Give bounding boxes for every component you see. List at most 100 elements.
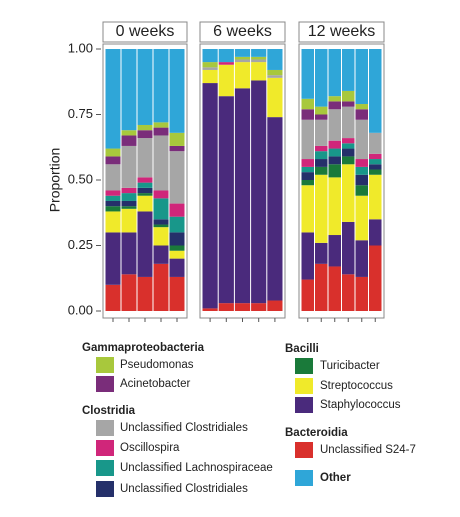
bar-segment xyxy=(328,109,341,141)
bar-segment xyxy=(328,49,341,97)
bar-segment xyxy=(234,88,251,304)
bar-segment xyxy=(202,62,218,68)
bar-segment xyxy=(328,235,341,267)
legend-label: Oscillospira xyxy=(120,442,180,454)
bar-segment xyxy=(137,195,153,212)
bar-segment xyxy=(153,135,169,191)
legend-label: Acinetobacter xyxy=(120,378,190,390)
bar-segment xyxy=(105,164,121,191)
bar-segment xyxy=(315,242,328,264)
bar-segment xyxy=(301,49,314,99)
bar-segment xyxy=(153,219,169,225)
bar-segment xyxy=(137,193,153,196)
bar-segment xyxy=(153,127,169,136)
bar-segment xyxy=(267,69,283,76)
bar-segment xyxy=(301,180,314,186)
bar-segment xyxy=(137,124,153,131)
bar-segment xyxy=(267,117,283,301)
legend-label: Unclassified Clostridiales xyxy=(120,483,248,495)
facet-title: 0 weeks xyxy=(116,23,175,40)
bar-segment xyxy=(251,49,267,57)
facet-title: 6 weeks xyxy=(213,23,272,40)
legend-group-title: Gammaproteobacteria xyxy=(82,342,205,354)
legend-label: Pseudomonas xyxy=(120,359,194,371)
bar-segment xyxy=(251,56,267,60)
bar-segment xyxy=(202,67,218,70)
bar-segment xyxy=(105,195,121,201)
bar-segment xyxy=(153,227,169,246)
bar-segment xyxy=(342,143,355,149)
bar-segment xyxy=(251,62,267,81)
bar-segment xyxy=(328,177,341,236)
bar-segment xyxy=(355,276,368,311)
bar-segment xyxy=(137,138,153,178)
bar-segment xyxy=(202,308,218,311)
bar-segment xyxy=(369,164,382,170)
bar-segment xyxy=(169,258,185,277)
bar-segment xyxy=(169,49,185,133)
bar-segment xyxy=(369,159,382,165)
bar-segment xyxy=(218,303,234,311)
bar-segment xyxy=(369,132,382,154)
bar-segment xyxy=(355,185,368,196)
bar-segment xyxy=(369,219,382,246)
bar-segment xyxy=(315,49,328,107)
bar-segment xyxy=(355,195,368,241)
bar-segment xyxy=(369,245,382,311)
bar-segment xyxy=(342,148,355,157)
legend-swatch xyxy=(295,397,313,413)
legend-swatch xyxy=(295,378,313,394)
y-tick-label: 0.50 xyxy=(68,171,93,186)
bar-segment xyxy=(121,232,137,275)
bar-segment xyxy=(169,203,185,217)
legend-group-title: Clostridia xyxy=(82,405,136,417)
bar-segment xyxy=(137,49,153,125)
bar-segment xyxy=(355,166,368,175)
bar-segment xyxy=(169,250,185,259)
bar-segment xyxy=(328,96,341,102)
bar-segment xyxy=(137,276,153,311)
bar-segment xyxy=(267,77,283,118)
bar-segment xyxy=(202,49,218,63)
legend-label: Other xyxy=(320,472,351,484)
facet-title: 12 weeks xyxy=(308,23,376,40)
facet-strip xyxy=(102,21,188,43)
bar-segment xyxy=(342,106,355,139)
legend-swatch xyxy=(96,376,114,392)
legend-swatch xyxy=(295,358,313,374)
bar-segment xyxy=(121,208,137,233)
bar-segment xyxy=(301,185,314,233)
bar-segment xyxy=(202,69,218,84)
bar-segment xyxy=(105,49,121,149)
bar-segment xyxy=(315,174,328,243)
y-tick-label: 0.75 xyxy=(68,106,93,121)
bar-segment xyxy=(251,303,267,311)
bar-segment xyxy=(169,216,185,233)
bar-segment xyxy=(328,156,341,165)
y-tick-label: 0.00 xyxy=(68,302,93,317)
bar-segment xyxy=(267,75,283,78)
bar-segment xyxy=(169,151,185,204)
bar-segment xyxy=(301,98,314,110)
bar-segment xyxy=(342,221,355,275)
bar-segment xyxy=(342,138,355,144)
bar-segment xyxy=(328,140,341,149)
bar-segment xyxy=(105,148,121,157)
bar-segment xyxy=(355,174,368,186)
bar-segment xyxy=(355,109,368,120)
bar-segment xyxy=(105,211,121,233)
bar-segment xyxy=(218,96,234,304)
legend-label: Streptococcus xyxy=(320,380,393,392)
bar-segment xyxy=(105,232,121,285)
bar-segment xyxy=(218,49,234,63)
bar-segment xyxy=(315,263,328,311)
bar-segment xyxy=(251,59,267,63)
bar-segment xyxy=(169,132,185,146)
bar-segment xyxy=(105,284,121,311)
bar-segment xyxy=(137,130,153,139)
bar-segment xyxy=(121,274,137,311)
bar-segment xyxy=(234,303,251,311)
bar-segment xyxy=(315,145,328,152)
bar-segment xyxy=(121,135,137,146)
